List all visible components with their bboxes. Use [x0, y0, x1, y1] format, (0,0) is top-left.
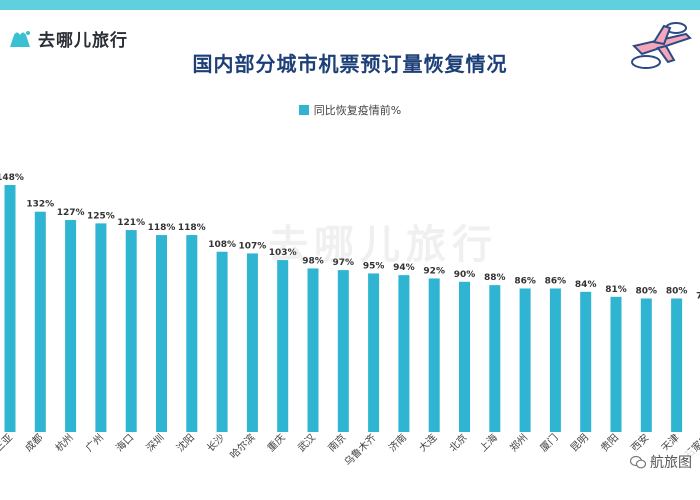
bar-南京	[337, 270, 349, 432]
bar-郑州	[519, 288, 531, 432]
data-label-三亚: 148%	[0, 173, 24, 183]
category-label-郑州: 郑州	[507, 431, 530, 454]
corner-badge-text: 航旅图	[650, 455, 692, 471]
chart-title: 国内部分城市机票预订量恢复情况	[192, 52, 508, 76]
data-label-武汉: 98%	[302, 256, 324, 266]
bar-长沙	[216, 251, 228, 432]
category-label-乌鲁木齐: 乌鲁木齐	[341, 431, 378, 468]
category-label-深圳: 深圳	[144, 432, 167, 455]
data-label-深圳: 118%	[148, 223, 176, 233]
bar-厦门	[549, 288, 561, 432]
bar-天津	[671, 298, 683, 432]
bar-广州	[95, 223, 107, 432]
data-label-大连: 92%	[423, 266, 445, 276]
category-label-北京: 北京	[446, 431, 469, 454]
data-label-济南: 94%	[393, 263, 415, 273]
data-label-杭州: 127%	[57, 208, 85, 218]
brand-logo: 去哪儿旅行	[8, 26, 128, 51]
airplane-icon	[631, 22, 692, 69]
bar-武汉	[307, 268, 319, 432]
category-label-重庆: 重庆	[264, 431, 287, 454]
data-label-南京: 97%	[333, 258, 355, 268]
category-label-长沙: 长沙	[205, 432, 228, 455]
data-label-天津: 80%	[666, 286, 688, 296]
category-label-杭州: 杭州	[52, 431, 75, 454]
data-label-重庆: 103%	[269, 248, 297, 258]
bar-大连	[428, 278, 440, 432]
legend-swatch	[298, 105, 309, 115]
data-label-北京: 90%	[454, 270, 476, 280]
brand-name: 去哪儿旅行	[38, 31, 128, 51]
data-label-广州: 125%	[87, 211, 115, 221]
bar-哈尔滨	[246, 253, 258, 432]
bar-昆明	[580, 291, 592, 432]
category-label-沈阳: 沈阳	[174, 431, 197, 454]
bar-海口	[125, 230, 137, 432]
category-label-厦门: 厦门	[537, 431, 560, 454]
category-label-武汉: 武汉	[295, 431, 318, 454]
category-label-上海: 上海	[477, 431, 500, 454]
wechat-icon	[630, 455, 646, 469]
bar-成都	[34, 211, 46, 432]
category-label-大连: 大连	[416, 431, 439, 454]
category-label-广州: 广州	[83, 432, 106, 455]
top-accent-bar	[0, 0, 700, 10]
data-label-沈阳: 118%	[178, 223, 206, 233]
legend-label: 同比恢复疫情前%	[313, 104, 402, 117]
bar-北京	[459, 281, 470, 432]
data-label-成都: 132%	[26, 200, 54, 210]
bar-上海	[489, 285, 501, 432]
data-label-上海: 88%	[484, 273, 506, 283]
data-label-哈尔滨: 107%	[238, 241, 266, 251]
corner-badge: 航旅图	[626, 450, 696, 474]
data-label-郑州: 86%	[514, 276, 536, 286]
data-label-乌鲁木齐: 95%	[363, 261, 385, 271]
bar-杭州	[65, 220, 77, 432]
category-label-三亚: 三亚	[0, 432, 15, 454]
bar-济南	[398, 275, 410, 432]
data-label-贵阳: 81%	[605, 285, 627, 295]
data-label-长沙: 108%	[208, 240, 236, 250]
bar-乌鲁木齐	[368, 273, 380, 432]
data-label-海口: 121%	[117, 218, 145, 228]
category-label-南京: 南京	[325, 431, 348, 454]
category-label-哈尔滨: 哈尔滨	[227, 431, 257, 461]
category-label-成都: 成都	[23, 432, 46, 455]
camel-logo-icon	[10, 30, 30, 47]
data-label-石家庄: 77%	[696, 291, 700, 301]
bar-沈阳	[186, 235, 198, 432]
category-label-济南: 济南	[386, 431, 409, 454]
bar-重庆	[277, 260, 289, 432]
bar-深圳	[156, 235, 167, 432]
bar-西安	[640, 298, 652, 432]
bar-贵阳	[610, 296, 622, 432]
chart-legend: 同比恢复疫情前%	[0, 102, 700, 118]
data-label-西安: 80%	[636, 286, 658, 296]
category-label-昆明: 昆明	[568, 432, 591, 455]
data-label-厦门: 86%	[545, 276, 567, 286]
data-label-昆明: 84%	[575, 280, 597, 290]
category-label-贵阳: 贵阳	[598, 431, 621, 454]
bar-三亚	[4, 185, 16, 432]
category-label-海口: 海口	[113, 431, 136, 454]
